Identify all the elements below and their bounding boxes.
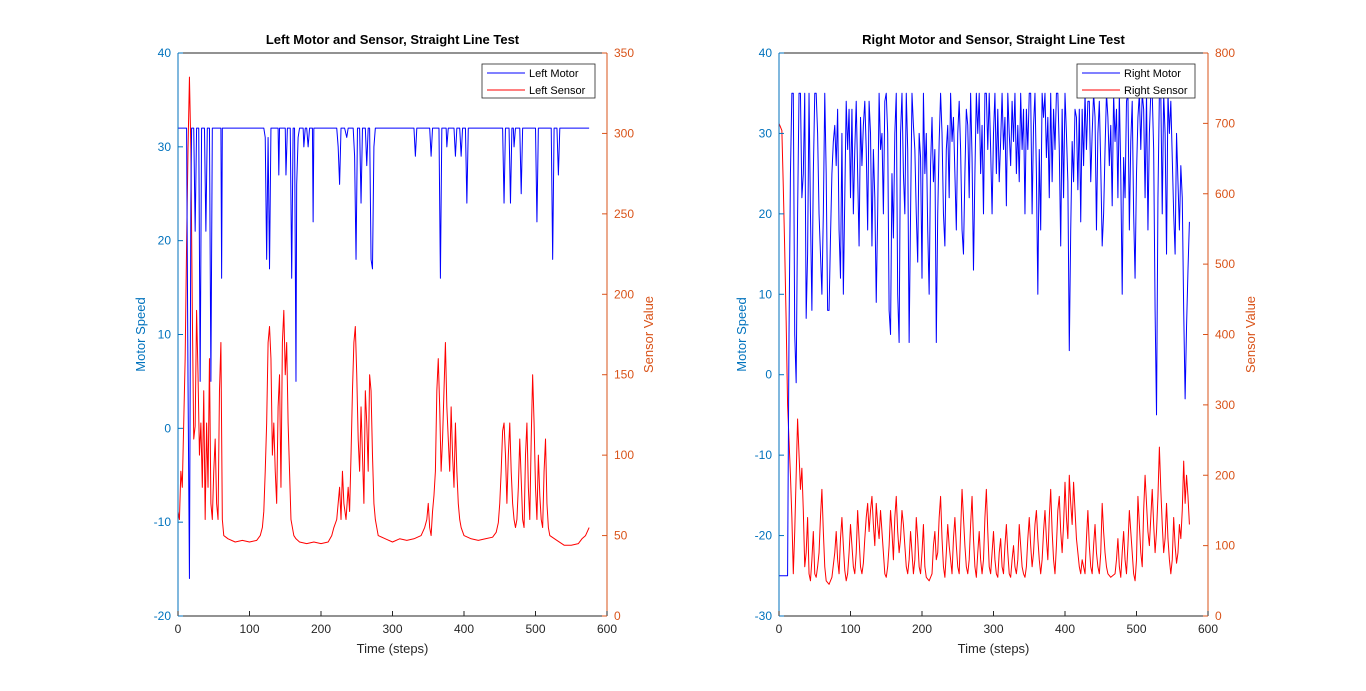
left-ticks-layer: 0 100 200 300 400 500 600-20-10010203040050100… [154, 46, 635, 636]
right-series-right-motor [779, 92, 1190, 577]
left-chart-y-label-right: Sensor Value [641, 296, 656, 373]
right-legend-box [1076, 63, 1196, 99]
right-y-right-tick-label: 400 [1215, 328, 1235, 342]
left-chart: 0 100 200 300 400 500 600-20-10010203040050100… [133, 32, 656, 656]
left-x-tick-label: 300 [382, 622, 402, 636]
right-y-left-tick-label: 10 [759, 287, 773, 301]
right-series-right-sensor [778, 123, 1190, 585]
right-y-right-tick-label: 600 [1215, 187, 1235, 201]
left-series-left-motor [178, 127, 590, 579]
right-chart-x-label: Time (steps) [958, 641, 1030, 656]
left-legend-motor-label: Left Motor [529, 68, 579, 80]
left-chart-legend: Left Motor Left Sensor [481, 63, 596, 99]
right-x-tick-label: 500 [1126, 622, 1146, 636]
right-y-left-tick-label: -30 [755, 609, 773, 623]
right-ticks-layer: 0 100 200 300 400 500 600-30-20-10010203040010… [755, 46, 1236, 636]
right-x-tick-label: 0 [776, 622, 783, 636]
right-x-tick-label: 600 [1198, 622, 1218, 636]
right-chart-y-label-left: Motor Speed [734, 297, 749, 371]
left-x-tick-label: 200 [311, 622, 331, 636]
right-y-right-tick-label: 300 [1215, 398, 1235, 412]
left-series-layer [177, 76, 590, 579]
right-y-right-tick-label: 100 [1215, 539, 1235, 553]
left-y-right-tick-label: 50 [614, 529, 628, 543]
right-y-right-tick-label: 800 [1215, 46, 1235, 60]
left-y-left-tick-label: 40 [158, 46, 172, 60]
right-y-left-tick-label: 20 [759, 207, 773, 221]
right-chart-y-label-right: Sensor Value [1243, 296, 1258, 373]
right-chart-title: Right Motor and Sensor, Straight Line Te… [862, 32, 1125, 47]
left-chart-y-label-left: Motor Speed [133, 297, 148, 371]
left-legend-box [481, 63, 596, 99]
right-y-right-tick-label: 200 [1215, 468, 1235, 482]
right-x-tick-label: 400 [1055, 622, 1075, 636]
right-y-left-tick-label: 0 [765, 368, 772, 382]
left-y-left-tick-label: 0 [164, 421, 171, 435]
left-chart-x-label: Time (steps) [357, 641, 429, 656]
left-y-right-tick-label: 250 [614, 207, 634, 221]
left-y-left-tick-label: 10 [158, 328, 172, 342]
left-y-right-tick-label: 350 [614, 46, 634, 60]
right-y-left-tick-label: -10 [755, 448, 773, 462]
left-y-left-tick-label: -10 [154, 515, 172, 529]
right-y-right-tick-label: 700 [1215, 116, 1235, 130]
left-chart-title: Left Motor and Sensor, Straight Line Tes… [266, 32, 520, 47]
left-x-tick-label: 400 [454, 622, 474, 636]
left-y-left-tick-label: 30 [158, 140, 172, 154]
right-x-tick-label: 200 [912, 622, 932, 636]
left-x-tick-label: 600 [597, 622, 617, 636]
left-y-right-tick-label: 100 [614, 448, 634, 462]
right-legend-motor-label: Right Motor [1124, 68, 1181, 80]
left-y-left-tick-label: 20 [158, 234, 172, 248]
right-legend-sensor-label: Right Sensor [1124, 85, 1188, 97]
left-y-right-tick-label: 150 [614, 368, 634, 382]
left-legend-sensor-label: Left Sensor [529, 85, 586, 97]
right-chart-legend: Right Motor Right Sensor [1076, 63, 1196, 99]
left-y-left-tick-label: -20 [154, 609, 172, 623]
right-x-tick-label: 300 [983, 622, 1003, 636]
right-x-tick-label: 100 [840, 622, 860, 636]
right-y-right-tick-label: 0 [1215, 609, 1222, 623]
right-series-layer [778, 92, 1190, 585]
left-y-right-tick-label: 200 [614, 287, 634, 301]
left-y-right-tick-label: 0 [614, 609, 621, 623]
right-y-left-tick-label: 40 [759, 46, 773, 60]
left-plot-area [178, 53, 607, 616]
right-y-left-tick-label: -20 [755, 529, 773, 543]
right-y-left-tick-label: 30 [759, 126, 773, 140]
right-y-right-tick-label: 500 [1215, 257, 1235, 271]
left-series-left-sensor [177, 76, 590, 546]
left-x-tick-label: 500 [525, 622, 545, 636]
right-chart: 0 100 200 300 400 500 600-30-20-10010203040010… [734, 32, 1258, 656]
left-x-tick-label: 100 [239, 622, 259, 636]
left-x-tick-label: 0 [175, 622, 182, 636]
left-y-right-tick-label: 300 [614, 126, 634, 140]
